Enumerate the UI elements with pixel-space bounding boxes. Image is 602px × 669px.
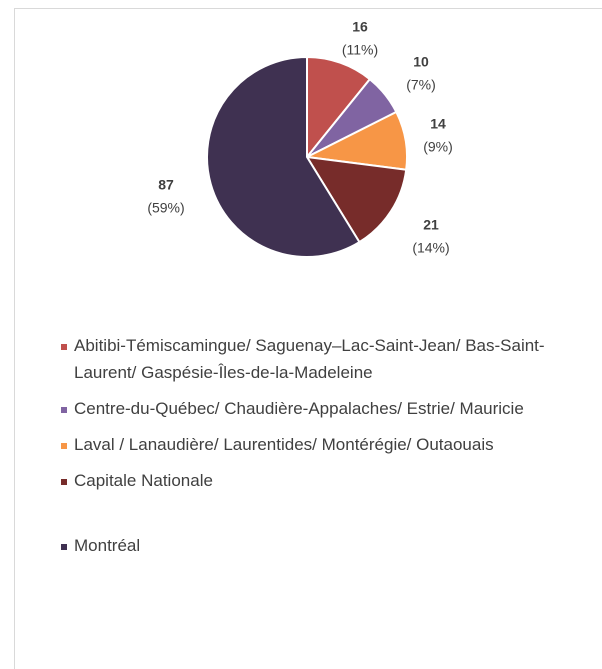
- pie-slice: [306, 55, 372, 160]
- legend-label: Montréal: [74, 536, 141, 555]
- percentage-label: (9%): [423, 139, 453, 155]
- value-label: 14: [430, 116, 446, 132]
- legend-label: Centre-du-Québec/ Chaudière-Appalaches/ …: [74, 399, 524, 418]
- legend-swatch: [61, 407, 67, 413]
- chart: 16 (11%) 10 (7%) 14 (9%) 21 (14%) 87 (59%): [147, 19, 453, 258]
- percentage-label: (14%): [412, 240, 449, 256]
- legend-label: Laval / Lanaudière/ Laurentides/ Montéré…: [74, 435, 494, 454]
- value-label: 16: [352, 19, 368, 35]
- legend-item: Laval / Lanaudière/ Laurentides/ Montéré…: [58, 431, 578, 458]
- legend-swatch: [61, 344, 67, 350]
- pie-slice: [305, 155, 408, 244]
- legend-label: Abitibi-Témiscamingue/ Saguenay–Lac-Sain…: [74, 336, 545, 382]
- legend-label: Capitale Nationale: [74, 471, 213, 490]
- legend-item: Capitale Nationale: [58, 467, 578, 494]
- percentage-label: (59%): [147, 200, 184, 216]
- value-label: 21: [423, 217, 439, 233]
- chart-frame: [14, 8, 602, 669]
- pie-slice: [206, 55, 361, 258]
- legend: Abitibi-Témiscamingue/ Saguenay–Lac-Sain…: [58, 332, 578, 568]
- legend-item: Centre-du-Québec/ Chaudière-Appalaches/ …: [58, 395, 578, 422]
- legend-swatch: [61, 479, 67, 485]
- legend-swatch: [61, 544, 67, 550]
- percentage-label: (11%): [342, 42, 378, 58]
- value-label: 87: [158, 177, 174, 193]
- percentage-label: (7%): [406, 77, 436, 93]
- legend-item: Abitibi-Témiscamingue/ Saguenay–Lac-Sain…: [58, 332, 578, 386]
- legend-swatch: [61, 443, 67, 449]
- legend-item: Montréal: [58, 532, 578, 559]
- value-label: 10: [413, 54, 429, 70]
